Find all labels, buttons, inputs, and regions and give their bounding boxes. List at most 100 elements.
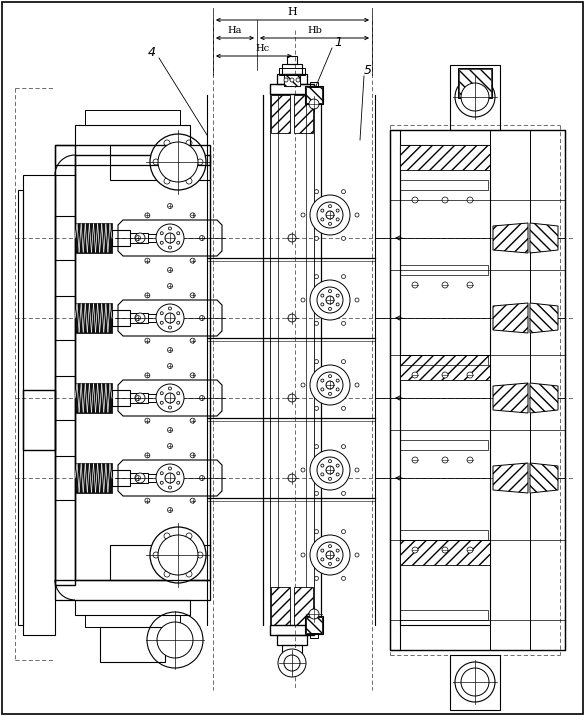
Text: 4: 4 bbox=[148, 46, 156, 59]
Bar bbox=[18, 190, 23, 625]
Circle shape bbox=[150, 527, 206, 583]
Bar bbox=[270, 84, 314, 94]
Bar bbox=[310, 82, 318, 87]
Circle shape bbox=[284, 78, 288, 82]
Circle shape bbox=[329, 392, 332, 395]
Circle shape bbox=[296, 78, 300, 82]
Bar bbox=[279, 68, 305, 75]
Circle shape bbox=[199, 316, 205, 321]
Bar bbox=[458, 68, 492, 98]
Circle shape bbox=[455, 662, 495, 702]
Circle shape bbox=[412, 197, 418, 203]
Circle shape bbox=[326, 551, 334, 559]
Circle shape bbox=[168, 307, 171, 310]
Bar bbox=[294, 587, 313, 625]
Bar bbox=[112, 230, 130, 246]
Circle shape bbox=[342, 576, 346, 581]
Circle shape bbox=[156, 304, 184, 332]
Circle shape bbox=[321, 388, 324, 391]
Circle shape bbox=[168, 246, 171, 249]
Circle shape bbox=[315, 275, 318, 279]
Circle shape bbox=[315, 407, 318, 410]
Circle shape bbox=[160, 311, 163, 315]
Circle shape bbox=[336, 218, 339, 221]
Circle shape bbox=[136, 475, 140, 480]
Bar bbox=[284, 74, 300, 86]
Circle shape bbox=[158, 535, 198, 575]
Circle shape bbox=[164, 571, 170, 577]
Circle shape bbox=[355, 553, 359, 557]
Circle shape bbox=[165, 473, 175, 483]
Bar bbox=[294, 95, 313, 133]
Circle shape bbox=[301, 383, 305, 387]
Bar bbox=[450, 65, 500, 130]
Bar bbox=[400, 355, 488, 365]
Circle shape bbox=[136, 316, 140, 321]
Circle shape bbox=[145, 498, 150, 503]
Circle shape bbox=[461, 668, 489, 696]
Circle shape bbox=[177, 321, 180, 324]
Circle shape bbox=[165, 313, 175, 323]
Circle shape bbox=[321, 209, 324, 212]
Bar bbox=[306, 87, 322, 103]
Circle shape bbox=[177, 311, 180, 315]
Circle shape bbox=[412, 547, 418, 553]
Circle shape bbox=[342, 275, 346, 279]
Circle shape bbox=[288, 394, 296, 402]
Circle shape bbox=[156, 384, 184, 412]
Circle shape bbox=[301, 213, 305, 217]
Circle shape bbox=[317, 372, 343, 398]
Circle shape bbox=[336, 388, 339, 391]
Polygon shape bbox=[530, 463, 558, 493]
Bar bbox=[75, 223, 112, 253]
Circle shape bbox=[186, 140, 192, 146]
Circle shape bbox=[190, 258, 195, 263]
Circle shape bbox=[197, 552, 203, 558]
Circle shape bbox=[329, 562, 332, 566]
Circle shape bbox=[145, 258, 150, 263]
Circle shape bbox=[167, 364, 173, 369]
Bar bbox=[23, 175, 55, 635]
Circle shape bbox=[145, 418, 150, 423]
Circle shape bbox=[467, 282, 473, 288]
Circle shape bbox=[135, 233, 145, 243]
Circle shape bbox=[153, 159, 159, 165]
Circle shape bbox=[135, 393, 145, 403]
Circle shape bbox=[160, 241, 163, 244]
Circle shape bbox=[317, 542, 343, 568]
Circle shape bbox=[310, 195, 350, 235]
Bar bbox=[271, 587, 290, 625]
Polygon shape bbox=[530, 383, 558, 413]
Circle shape bbox=[290, 78, 294, 82]
Circle shape bbox=[168, 406, 171, 409]
Bar bbox=[400, 440, 488, 450]
Circle shape bbox=[329, 545, 332, 548]
Bar bbox=[110, 545, 210, 580]
Circle shape bbox=[336, 294, 339, 297]
Circle shape bbox=[168, 486, 171, 489]
Circle shape bbox=[329, 223, 332, 226]
Circle shape bbox=[160, 481, 163, 484]
Circle shape bbox=[317, 202, 343, 228]
Circle shape bbox=[168, 227, 171, 230]
Bar bbox=[55, 296, 75, 340]
Circle shape bbox=[160, 321, 163, 324]
Circle shape bbox=[467, 457, 473, 463]
Circle shape bbox=[455, 77, 495, 117]
Circle shape bbox=[336, 549, 339, 552]
Circle shape bbox=[355, 298, 359, 302]
Circle shape bbox=[168, 326, 171, 329]
Circle shape bbox=[310, 280, 350, 320]
Circle shape bbox=[310, 535, 350, 575]
Circle shape bbox=[167, 203, 173, 208]
Circle shape bbox=[190, 338, 195, 343]
Circle shape bbox=[145, 373, 150, 378]
Circle shape bbox=[135, 473, 145, 483]
Circle shape bbox=[315, 576, 318, 581]
Text: 1: 1 bbox=[334, 36, 342, 49]
Circle shape bbox=[317, 287, 343, 313]
Bar bbox=[305, 616, 323, 634]
Circle shape bbox=[177, 401, 180, 405]
Bar bbox=[277, 635, 307, 645]
Circle shape bbox=[342, 190, 346, 193]
